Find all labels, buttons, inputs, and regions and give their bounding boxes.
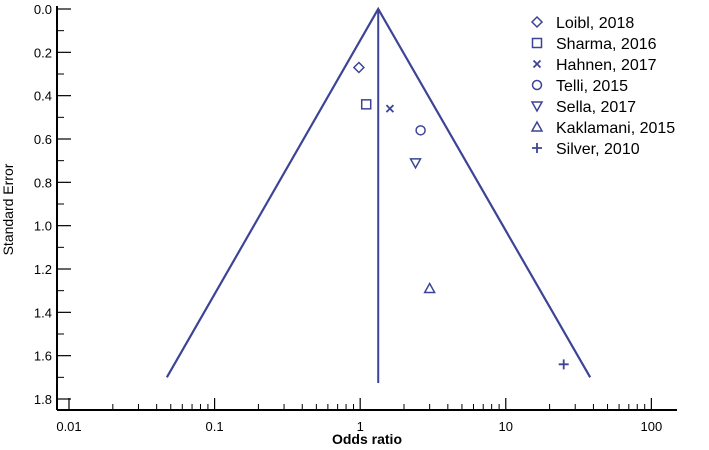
legend-marker-diamond [530, 15, 544, 29]
legend-label: Silver, 2010 [556, 141, 640, 158]
legend-label: Hahnen, 2017 [556, 57, 657, 74]
funnel [165, 6, 592, 383]
data-points [352, 61, 569, 370]
axes: 0.0 0.2 0.4 0.6 0.8 1.0 1.2 1.4 1.6 1.8 0.01 0.1 1 10… [34, 2, 677, 434]
legend-marker-square [531, 37, 543, 49]
legend-marker-x [532, 59, 542, 69]
data-point-triangle-up [423, 281, 436, 294]
legend-label: Kaklamani, 2015 [556, 120, 675, 137]
data-point-circle [415, 125, 426, 136]
data-point-triangle-down [409, 158, 422, 170]
data-point-square [360, 99, 372, 110]
x-tick-label: 0.01 [56, 419, 81, 434]
x-axis-title: Odds ratio [332, 431, 402, 447]
y-tick-label: 1.4 [34, 305, 52, 320]
x-tick-label: 100 [641, 419, 663, 434]
legend-label: Telli, 2015 [556, 78, 628, 95]
y-axis-title: Standard Error [0, 163, 16, 255]
x-tick-label: 10 [499, 419, 513, 434]
legend-label: Sharma, 2016 [556, 36, 657, 53]
y-tick-label: 0.8 [34, 175, 52, 190]
y-tick-label: 0.2 [34, 45, 52, 60]
y-tick-label: 1.6 [34, 349, 52, 364]
legend-marker-triangle-up [530, 120, 544, 132]
y-tick-label: 0.4 [34, 89, 52, 104]
x-tick-label: 1 [357, 419, 364, 434]
legend: Loibl, 2018 Sharma, 2016 Hahnen, 2017 Telli… [530, 15, 675, 158]
data-point-diamond [352, 61, 365, 74]
data-point-plus [558, 359, 569, 370]
y-tick-label: 1.0 [34, 219, 52, 234]
y-tick-label: 0.6 [34, 132, 52, 147]
data-point-x [385, 104, 395, 113]
legend-label: Loibl, 2018 [556, 15, 634, 32]
legend-marker-plus [532, 143, 542, 153]
legend-marker-circle [531, 79, 543, 91]
legend-label: Sella, 2017 [556, 99, 636, 116]
y-tick-label: 1.2 [34, 262, 52, 277]
legend-marker-triangle-down [530, 101, 544, 113]
y-tick-label: 1.8 [34, 392, 52, 407]
y-tick-label: 0.0 [34, 2, 52, 17]
x-tick-label: 0.1 [206, 419, 224, 434]
